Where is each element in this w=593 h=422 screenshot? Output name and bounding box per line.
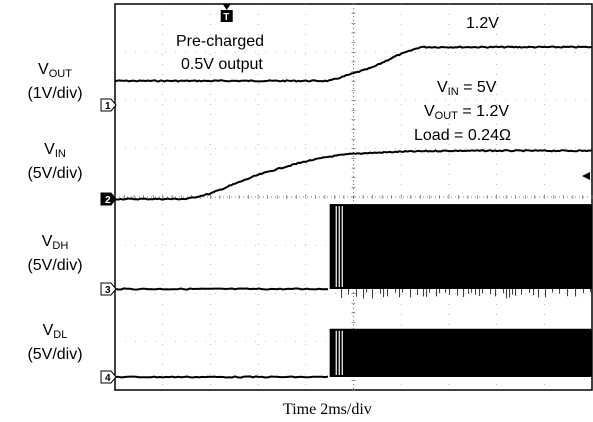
condition-vout: VOUT = 1.2V <box>424 103 510 122</box>
channel-3-switching-gap <box>335 206 337 287</box>
channel-4-ground-marker <box>100 370 117 384</box>
channel-2-label: VIN <box>44 141 66 160</box>
channel-3-switching-envelope <box>329 204 592 289</box>
scope-traces <box>114 45 593 379</box>
channel-markers: 1 2 3 4 T <box>100 4 590 384</box>
channel-3-switching-gap <box>338 206 340 287</box>
channel-3-idle-trace <box>114 287 329 291</box>
channel-2-scale: (5V/div) <box>27 165 83 182</box>
precharge-annotation-line1: Pre-charged <box>176 33 265 50</box>
channel-4-idle-trace <box>114 375 329 379</box>
trigger-marker <box>220 10 233 22</box>
channel-1-marker-text: 1 <box>105 101 111 112</box>
channel-4-switching-gap <box>338 330 340 375</box>
condition-vin: VIN = 5V <box>437 79 497 98</box>
channel-4-switching-envelope <box>329 328 592 377</box>
final-vout-annotation: 1.2V <box>466 15 499 32</box>
channel-2-ground-marker <box>100 192 117 206</box>
channel-4-switching-gap <box>341 330 343 375</box>
channel-1-ground-marker <box>100 98 117 112</box>
channel-3-switching-gap <box>341 206 343 287</box>
channel-4-marker-text: 4 <box>105 373 111 384</box>
channel-2-trace <box>114 149 593 201</box>
trigger-arrow <box>222 4 231 10</box>
channel-1-label: VOUT <box>38 61 72 80</box>
trigger-marker-text: T <box>223 12 229 23</box>
channel-3-scale: (5V/div) <box>27 257 83 274</box>
condition-load: Load = 0.24Ω <box>414 127 511 144</box>
x-axis-label: Time 2ms/div <box>283 401 372 418</box>
channel-3-label: VDH <box>41 233 69 252</box>
precharge-annotation-line2: 0.5V output <box>181 56 263 73</box>
channel-1-scale: (1V/div) <box>27 85 83 102</box>
channel-2-marker-text: 2 <box>105 195 111 206</box>
channel-4-scale: (5V/div) <box>27 346 83 363</box>
channel-3-ground-marker <box>100 282 117 296</box>
channel-3-marker-text: 3 <box>105 285 111 296</box>
trigger-level-arrow <box>582 172 590 180</box>
channel-1-trace <box>115 45 593 83</box>
channel-4-switching-gap <box>335 330 337 375</box>
channel-4-label: VDL <box>42 322 68 341</box>
